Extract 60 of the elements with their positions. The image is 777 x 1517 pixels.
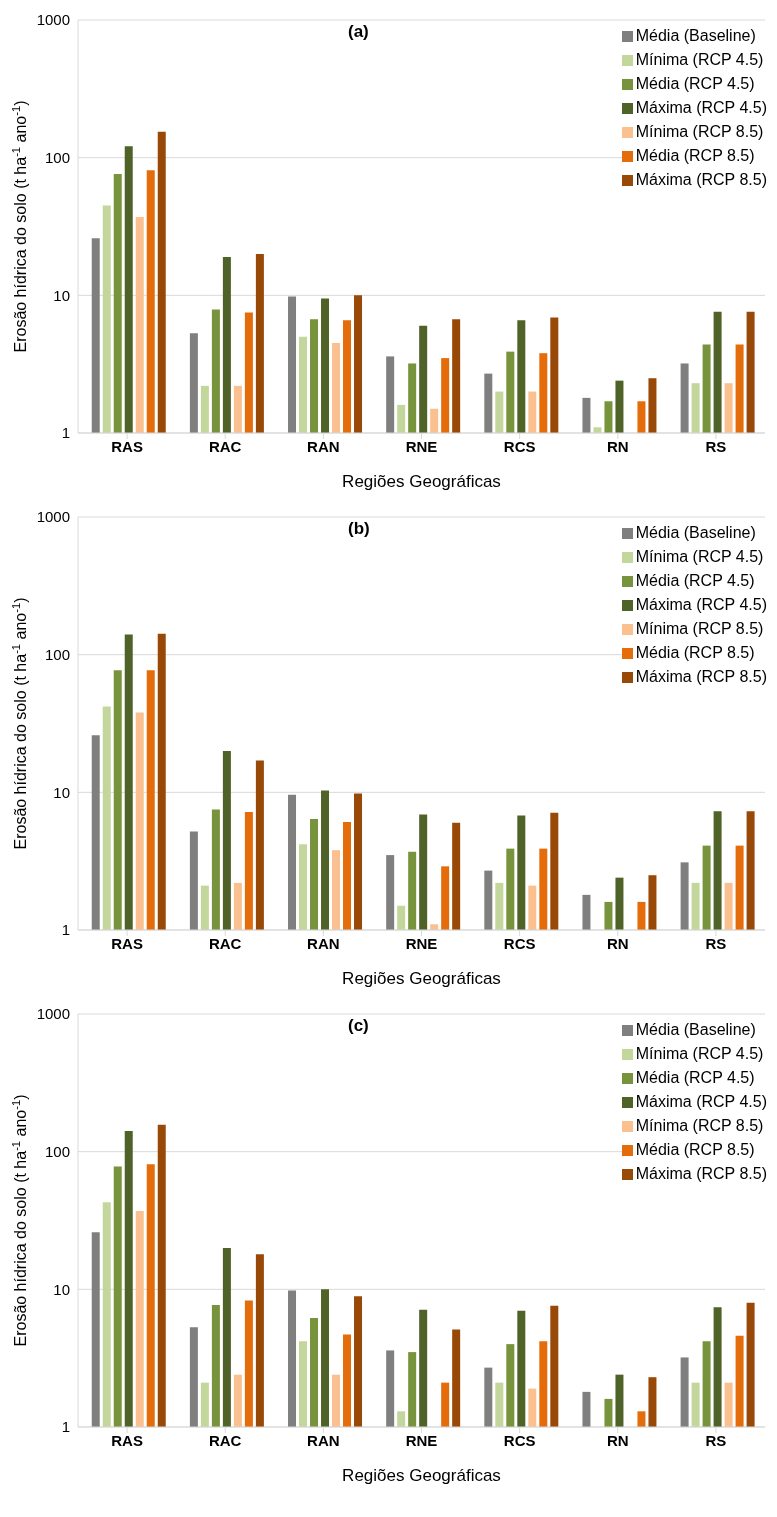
x-tick-label: RAC — [208, 934, 242, 952]
legend-label: Média (RCP 4.5) — [635, 74, 755, 94]
y-tick-label: 1000 — [36, 11, 70, 29]
y-tick-label: 100 — [44, 148, 70, 166]
x-tick-label: RCS — [503, 437, 536, 455]
legend-label: Média (Baseline) — [635, 523, 756, 543]
x-tick-label: RAC — [208, 1431, 242, 1449]
legend-label: Máxima (RCP 8.5) — [635, 170, 767, 190]
x-tick-label: RNE — [405, 934, 438, 952]
legend-label: Máxima (RCP 8.5) — [635, 667, 767, 687]
x-tick-label: RAS — [111, 934, 143, 952]
legend-label: Mínima (RCP 8.5) — [635, 619, 764, 639]
x-tick-label: RAN — [307, 934, 340, 952]
y-tick-label: 1000 — [36, 1005, 70, 1023]
y-tick-label: 1 — [61, 424, 70, 442]
x-tick-label: RNE — [405, 1431, 438, 1449]
chart-title: (b) — [348, 519, 370, 539]
x-tick-label: RCS — [503, 934, 536, 952]
chart-title: (a) — [348, 22, 369, 42]
chart-title: (c) — [348, 1016, 369, 1036]
y-tick-label: 10 — [53, 286, 70, 304]
y-tick-label: 1 — [61, 1418, 70, 1436]
x-tick-label: RCS — [503, 1431, 536, 1449]
x-tick-label: RAS — [111, 1431, 143, 1449]
x-tick-label: RS — [705, 934, 727, 952]
x-tick-label: RS — [705, 437, 727, 455]
y-tick-label: 1 — [61, 921, 70, 939]
legend-label: Máxima (RCP 4.5) — [635, 1092, 767, 1112]
legend-label: Média (Baseline) — [635, 26, 756, 46]
x-axis-title: Regiões Geográficas — [342, 969, 501, 988]
y-tick-label: 100 — [44, 645, 70, 663]
legend-label: Mínima (RCP 4.5) — [635, 50, 764, 70]
x-tick-label: RAN — [307, 1431, 340, 1449]
x-tick-label: RNE — [405, 437, 438, 455]
x-axis-title: Regiões Geográficas — [342, 1466, 501, 1485]
legend-label: Média (RCP 8.5) — [635, 146, 755, 166]
x-tick-label: RS — [705, 1431, 727, 1449]
legend-label: Média (RCP 8.5) — [635, 1140, 755, 1160]
legend-label: Máxima (RCP 8.5) — [635, 1164, 767, 1184]
legend-label: Mínima (RCP 8.5) — [635, 1116, 764, 1136]
legend-label: Mínima (RCP 4.5) — [635, 547, 764, 567]
legend-label: Mínima (RCP 8.5) — [635, 122, 764, 142]
x-tick-label: RN — [606, 1431, 629, 1449]
legend-label: Média (RCP 8.5) — [635, 643, 755, 663]
x-axis-title: Regiões Geográficas — [342, 472, 501, 491]
y-tick-label: 10 — [53, 783, 70, 801]
y-tick-label: 1000 — [36, 508, 70, 526]
legend-label: Média (RCP 4.5) — [635, 571, 755, 591]
legend-label: Média (Baseline) — [635, 1020, 756, 1040]
x-tick-label: RN — [606, 934, 629, 952]
legend-label: Média (RCP 4.5) — [635, 1068, 755, 1088]
x-tick-label: RAC — [208, 437, 242, 455]
legend-label: Máxima (RCP 4.5) — [635, 98, 767, 118]
x-tick-label: RAN — [307, 437, 340, 455]
legend-label: Máxima (RCP 4.5) — [635, 595, 767, 615]
x-tick-label: RAS — [111, 437, 143, 455]
y-tick-label: 100 — [44, 1142, 70, 1160]
y-tick-label: 10 — [53, 1280, 70, 1298]
legend-label: Mínima (RCP 4.5) — [635, 1044, 764, 1064]
x-tick-label: RN — [606, 437, 629, 455]
